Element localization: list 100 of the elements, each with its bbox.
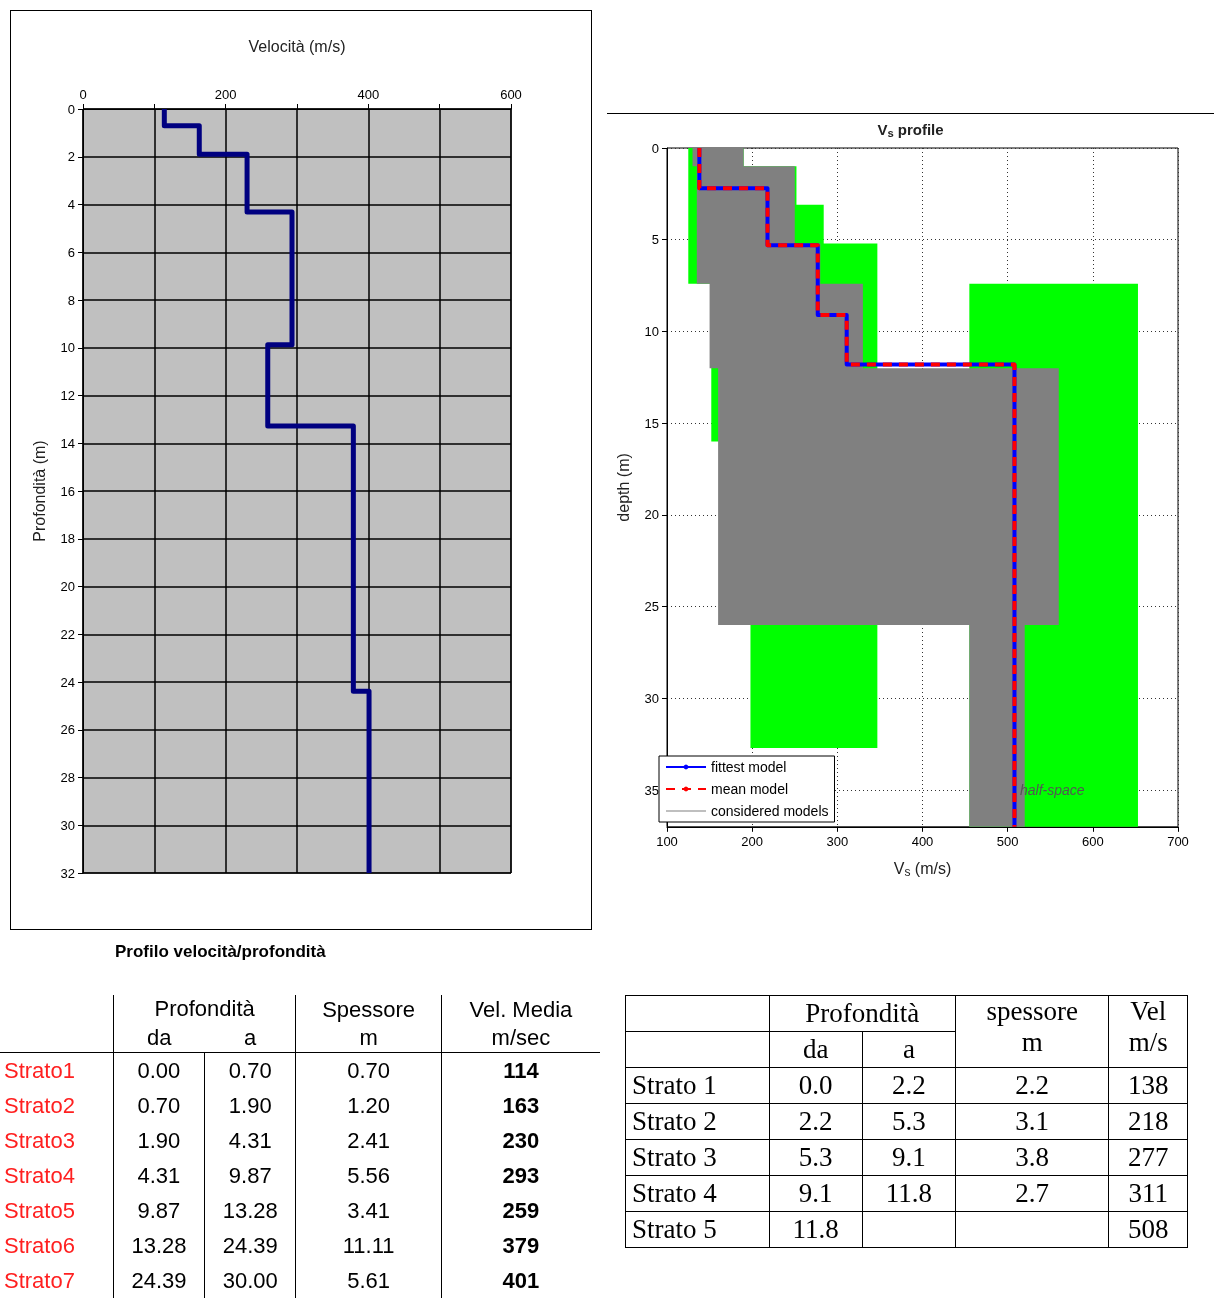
y-tick-label: 5	[651, 232, 659, 248]
x-tick-label: 100	[656, 833, 678, 849]
text: Spessore m	[295, 995, 442, 1053]
data-label: 311	[1108, 1175, 1188, 1212]
text: a	[204, 1023, 296, 1053]
data-label: 4.31	[113, 1158, 205, 1193]
text: Vel m/s	[1108, 995, 1188, 1068]
text: Vel. Media m/sec	[441, 995, 600, 1053]
data-label: 11.8	[862, 1175, 956, 1212]
data-label: 114	[441, 1052, 600, 1088]
y-tick-label: 2	[67, 149, 75, 165]
data-label: 5.3	[769, 1139, 863, 1176]
data-label: 1.90	[113, 1123, 205, 1158]
y-tick-label: 20	[60, 579, 75, 594]
y-tick-label: 15	[644, 415, 659, 431]
y-tick-label: 20	[644, 507, 659, 523]
text: da	[113, 1023, 205, 1053]
data-label: 5.3	[862, 1103, 956, 1140]
legend-label: considered models	[711, 803, 829, 819]
data-label: 13.28	[113, 1228, 205, 1263]
category-label: Strato 5	[625, 1211, 770, 1248]
data-label: 5.56	[295, 1158, 442, 1193]
x-tick-label: 200	[214, 87, 237, 102]
data-label: 1.20	[295, 1088, 442, 1123]
legend-label: a	[862, 1031, 956, 1068]
data-label: 30.00	[204, 1263, 296, 1298]
x-axis-title: Velocità (m/s)	[248, 37, 346, 55]
category-label: Strato2	[3, 1091, 76, 1120]
y-tick-label: 35	[644, 782, 659, 798]
y-axis-title: Profondità (m)	[30, 440, 48, 542]
data-label: 0.70	[204, 1052, 296, 1088]
y-tick-label: 26	[60, 722, 75, 738]
category-label: Strato 3	[625, 1139, 770, 1176]
y-tick-label: 6	[67, 244, 75, 260]
text: Profilo velocità/profondità	[115, 942, 326, 962]
x-tick-label: 700	[1167, 833, 1189, 849]
y-tick-label: 0	[67, 101, 75, 117]
data-label: 1.90	[204, 1088, 296, 1123]
y-tick-label: 28	[60, 770, 75, 785]
legend-label: fittest model	[711, 759, 787, 775]
category-label: Strato7	[3, 1266, 76, 1295]
data-label: 259	[441, 1193, 600, 1228]
data-label: 5.61	[295, 1263, 442, 1298]
x-tick-label: 200	[741, 833, 764, 849]
data-label: 2.7	[955, 1175, 1109, 1212]
legend-label: mean model	[711, 781, 789, 797]
y-tick-label: 8	[67, 292, 75, 308]
data-label: 401	[441, 1263, 600, 1298]
y-tick-label: 24	[60, 674, 75, 690]
y-tick-label: 0	[651, 140, 659, 156]
data-label: 3.1	[955, 1103, 1109, 1140]
data-label: 11.11	[295, 1228, 442, 1263]
category-label: Strato4	[3, 1161, 76, 1190]
data-label: 9.1	[769, 1175, 863, 1212]
data-label: 0.70	[113, 1088, 205, 1123]
x-tick-label: 400	[911, 833, 934, 849]
data-label: 163	[441, 1088, 600, 1123]
category-label: Strato3	[3, 1126, 76, 1155]
data-label: 138	[1108, 1067, 1188, 1104]
data-label: 0.70	[295, 1052, 442, 1088]
y-tick-label: 32	[60, 865, 75, 881]
data-label: 2.41	[295, 1123, 442, 1158]
y-axis-title: depth (m)	[614, 453, 632, 522]
category-label: Strato6	[3, 1231, 76, 1260]
y-tick-label: 10	[60, 340, 75, 356]
data-label: 9.87	[204, 1158, 296, 1193]
text: Profondità	[769, 995, 956, 1032]
data-label: 218	[1108, 1103, 1188, 1140]
category-label: Strato 1	[625, 1067, 770, 1104]
data-label: 13.28	[204, 1193, 296, 1228]
text: spessore m	[955, 995, 1109, 1068]
category-label: Strato 4	[625, 1175, 770, 1212]
data-label: 2.2	[769, 1103, 863, 1140]
data-label: 3.41	[295, 1193, 442, 1228]
y-tick-label: 25	[644, 599, 659, 615]
data-label: 4.31	[204, 1123, 296, 1158]
data-label: 293	[441, 1158, 600, 1193]
data-label: 9.1	[862, 1139, 956, 1176]
data-label: 0.0	[769, 1067, 863, 1104]
data-label: 379	[441, 1228, 600, 1263]
data-label: 0.00	[113, 1052, 205, 1088]
y-tick-label: 10	[644, 323, 659, 339]
data-label: 277	[1108, 1139, 1188, 1176]
y-tick-label: 12	[60, 388, 75, 403]
x-tick-label: 600	[1081, 833, 1104, 849]
x-tick-label: 400	[357, 87, 380, 102]
y-tick-label: 30	[644, 690, 659, 706]
data-label: 11.8	[769, 1211, 863, 1248]
y-tick-label: 30	[60, 817, 75, 833]
x-tick-label: 600	[500, 87, 522, 102]
text: Profondità	[113, 995, 296, 1024]
data-label: 230	[441, 1123, 600, 1158]
x-tick-label: 0	[79, 87, 87, 102]
text: da	[769, 1031, 863, 1068]
category-label: Strato1	[3, 1056, 76, 1085]
x-tick-label: 300	[826, 833, 849, 849]
data-label: 508	[1108, 1211, 1188, 1248]
category-label: Strato5	[3, 1196, 76, 1225]
data-label: 24.39	[113, 1263, 205, 1298]
y-tick-label: 14	[60, 435, 75, 451]
